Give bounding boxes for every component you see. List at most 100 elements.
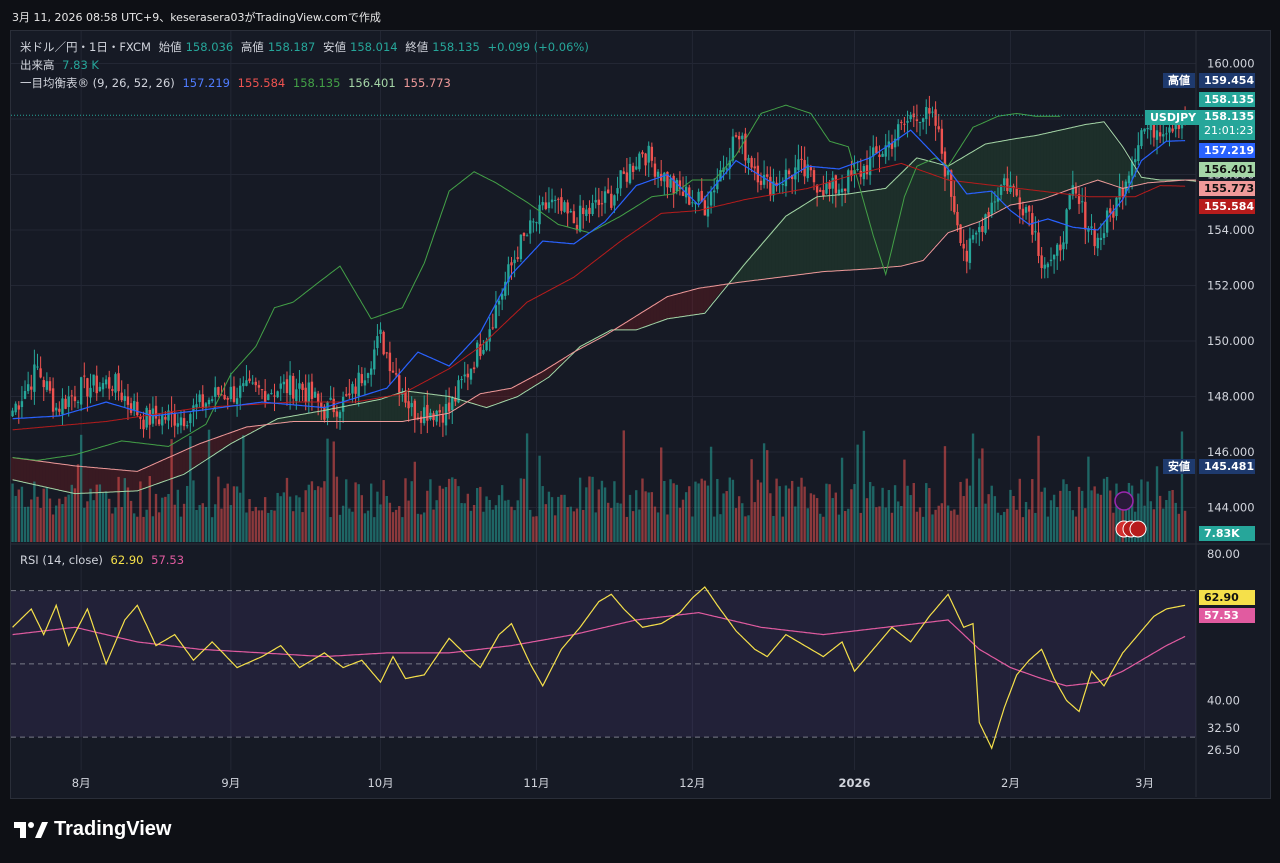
volume-bar [1137, 493, 1140, 542]
volume-bar [226, 483, 229, 542]
high-marker-value: 159.454 [1199, 73, 1255, 88]
ticker-tag[interactable]: USDJPY [1145, 110, 1202, 125]
price-axis-label: 150.000 [1207, 334, 1255, 348]
volume-bar [990, 485, 993, 542]
candle-body [784, 169, 788, 187]
cloud-segment [316, 410, 320, 422]
volume-bar [862, 430, 866, 542]
volume-bar [323, 481, 326, 542]
cloud-segment [151, 463, 155, 486]
volume-bar [257, 510, 261, 542]
volume-bar [978, 458, 981, 542]
cloud-segment [965, 153, 969, 227]
candle-body [1080, 201, 1084, 203]
tenkan-sen-line [12, 129, 1186, 420]
cloud-segment [943, 165, 947, 237]
symbol-label[interactable]: 米ドル／円・1日・FXCM [20, 40, 151, 54]
cloud-segment [500, 389, 504, 403]
cloud-segment [17, 458, 21, 482]
volume-bar [532, 516, 535, 542]
volume-bar [959, 481, 962, 542]
volume-bar [1177, 513, 1181, 542]
candle-body [39, 368, 42, 378]
cloud-segment [681, 291, 685, 317]
volume-bar [260, 510, 264, 542]
candle-body [366, 373, 370, 378]
volume-bar [1155, 466, 1159, 542]
volume-bar [1087, 456, 1090, 542]
candle-body [145, 407, 148, 428]
candle-body [1093, 228, 1096, 247]
candle-body [394, 373, 398, 375]
volume-bar [741, 503, 744, 542]
volume-bar [790, 480, 794, 542]
cloud-segment [1049, 131, 1053, 197]
candle-body [834, 175, 838, 194]
volume-bar [148, 476, 151, 542]
cloud-segment [631, 316, 635, 330]
candle-body [204, 403, 208, 408]
candle-body [974, 232, 978, 235]
tradingview-logo[interactable]: TradingView [14, 818, 171, 841]
volume-bar [229, 505, 233, 542]
volume-bar [834, 492, 838, 542]
volume-bar [797, 486, 800, 542]
volume-bar [974, 506, 978, 542]
candle-body [925, 107, 928, 119]
candle-body [98, 386, 102, 392]
volume-bar [30, 499, 33, 542]
volume-bar [279, 496, 282, 542]
candle-body [1071, 185, 1075, 196]
volume-bar [214, 504, 217, 542]
volume-bar [856, 444, 859, 542]
cloud-segment [840, 194, 844, 271]
cloud-segment [874, 189, 878, 269]
volume-bar [398, 506, 401, 542]
candle-body [809, 166, 813, 171]
candle-body [64, 398, 67, 409]
cloud-segment [728, 278, 732, 284]
candle-body [120, 392, 123, 401]
volume-bar [713, 516, 716, 542]
volume-bar [282, 492, 286, 542]
volume-bar [635, 490, 638, 542]
candle-body [488, 329, 491, 342]
brand-name: TradingView [54, 818, 172, 840]
tradingview-logo-icon [14, 821, 48, 838]
volume-bar [385, 495, 388, 542]
cloud-segment [1024, 136, 1028, 203]
volume-bar [447, 478, 451, 542]
candle-body [691, 202, 694, 204]
cloud-segment [990, 142, 994, 216]
cloud-segment [67, 465, 71, 493]
cloud-segment [54, 463, 58, 491]
candle-body [301, 383, 304, 390]
cloud-segment [219, 434, 224, 450]
cloud-segment [828, 195, 832, 272]
candle-body [413, 400, 417, 420]
candle-body [485, 340, 488, 351]
candle-body [1046, 263, 1050, 268]
ichimoku-legend[interactable]: 一目均衡表® (9, 26, 52, 26) 157.219 155.584 1… [20, 75, 455, 91]
candle-body [900, 121, 903, 123]
volume-bar [179, 516, 183, 542]
rsi-legend[interactable]: RSI (14, close) 62.90 57.53 [20, 553, 188, 567]
candle-body [245, 380, 248, 386]
candle-body [1134, 159, 1137, 163]
candle-body [766, 174, 769, 177]
volume-bar [800, 477, 803, 542]
volume-bar [563, 494, 566, 542]
volume-bar [566, 507, 569, 542]
volume-bar [338, 514, 342, 542]
volume-bar [332, 441, 335, 542]
volume-bar [778, 486, 781, 542]
volume-bar [872, 486, 875, 542]
volume-bar [734, 508, 738, 542]
candle-body [772, 181, 775, 196]
volume-legend[interactable]: 出来高 7.83 K [20, 57, 103, 73]
candle-body [220, 394, 223, 396]
volume-bar [1096, 493, 1099, 542]
candle-body [379, 329, 382, 334]
candle-body [254, 381, 257, 386]
